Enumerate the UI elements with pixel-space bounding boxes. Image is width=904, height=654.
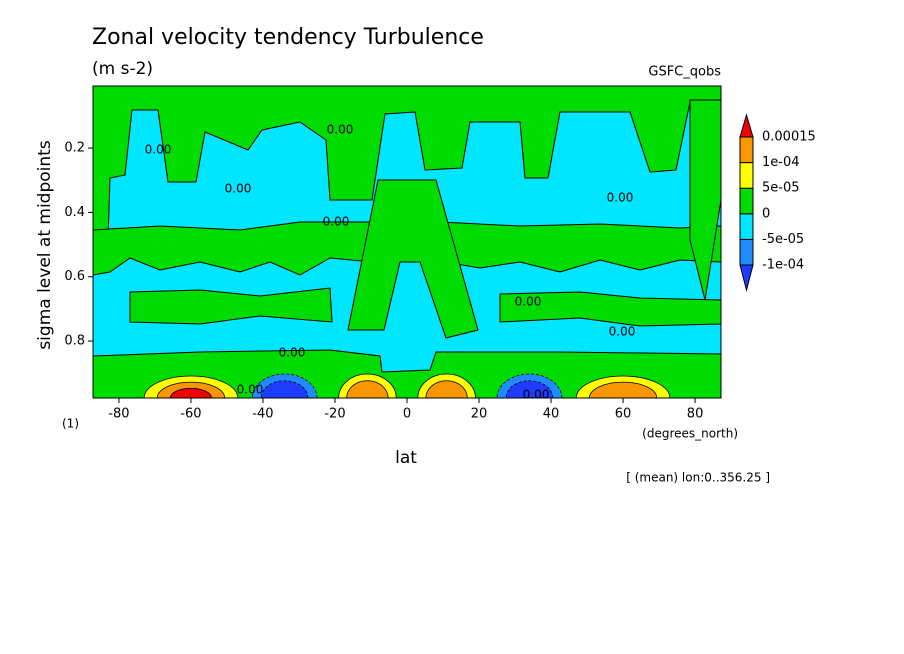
colorbar-box	[739, 136, 754, 164]
contour-label: 0.00	[609, 325, 636, 339]
colorbar-box	[739, 213, 754, 240]
contour-label: 0.00	[327, 123, 354, 137]
contour-label: 0.00	[225, 182, 252, 196]
colorbar-label: 5e-05	[762, 181, 800, 196]
contour-fill	[499, 291, 721, 327]
y-tick-label: 0.2	[64, 141, 85, 156]
x-tick-label: -40	[252, 407, 273, 422]
chart-title: Zonal velocity tendency Turbulence	[92, 25, 484, 50]
x-tick-label: 40	[543, 407, 560, 422]
colorbar-label: -5e-05	[762, 232, 804, 247]
contour-label: 0.00	[523, 388, 550, 402]
y-axis-label: sigma level at midpoints	[35, 140, 55, 349]
colorbar-triangle	[739, 113, 754, 138]
x-tick-label: 80	[687, 407, 704, 422]
contour-fill	[689, 99, 721, 301]
contour-fill	[346, 380, 389, 398]
contour-fill	[169, 387, 212, 398]
x-units: (degrees_north)	[642, 427, 738, 441]
contour-label: 0.00	[145, 143, 172, 157]
contour-label: 0.00	[607, 191, 634, 205]
contour-label: 0.00	[515, 295, 542, 309]
colorbar-box	[739, 162, 754, 189]
y-units: (1)	[62, 417, 79, 431]
x-tick-label: 60	[615, 407, 632, 422]
contour-fill	[93, 86, 721, 246]
contour-label: 0.00	[323, 215, 350, 229]
contour-fill	[439, 221, 721, 273]
x-tick-label: 0	[403, 407, 411, 422]
y-tick-label: 0.4	[64, 205, 85, 220]
y-tick-label: 0.8	[64, 334, 85, 349]
source-label: GSFC_qobs	[648, 65, 721, 80]
contour-fill	[505, 380, 554, 398]
contour-fill	[425, 380, 468, 398]
colorbar-box	[739, 187, 754, 215]
colorbar-label: 1e-04	[762, 155, 800, 170]
contour-fill	[347, 179, 479, 339]
colorbar-box	[739, 238, 754, 266]
chart-subtitle: (m s-2)	[92, 59, 153, 79]
note: [ (mean) lon:0..356.25 ]	[626, 471, 770, 485]
contour-fill	[93, 221, 381, 276]
x-tick-label: -80	[108, 407, 129, 422]
contour-label: 0.00	[279, 346, 306, 360]
x-tick-label: -20	[324, 407, 345, 422]
colorbar-triangle	[739, 264, 754, 292]
colorbar-label: 0	[762, 206, 770, 221]
contour-label: 0.00	[237, 383, 264, 397]
contour-fill	[588, 381, 658, 398]
contour-fill	[260, 380, 309, 398]
x-tick-label: 20	[471, 407, 488, 422]
contour-fill	[93, 349, 721, 398]
contour-fill	[129, 287, 333, 325]
colorbar-label: -1e-04	[762, 258, 804, 273]
x-tick-label: -60	[180, 407, 201, 422]
x-axis-label: lat	[395, 448, 417, 468]
colorbar-label: 0.00015	[762, 130, 816, 145]
y-tick-label: 0.6	[64, 269, 85, 284]
plot-area: 0.00 0.00 0.00 0.00 0.00 0.00 0.00 0.00 0.00 0.00	[93, 86, 721, 402]
